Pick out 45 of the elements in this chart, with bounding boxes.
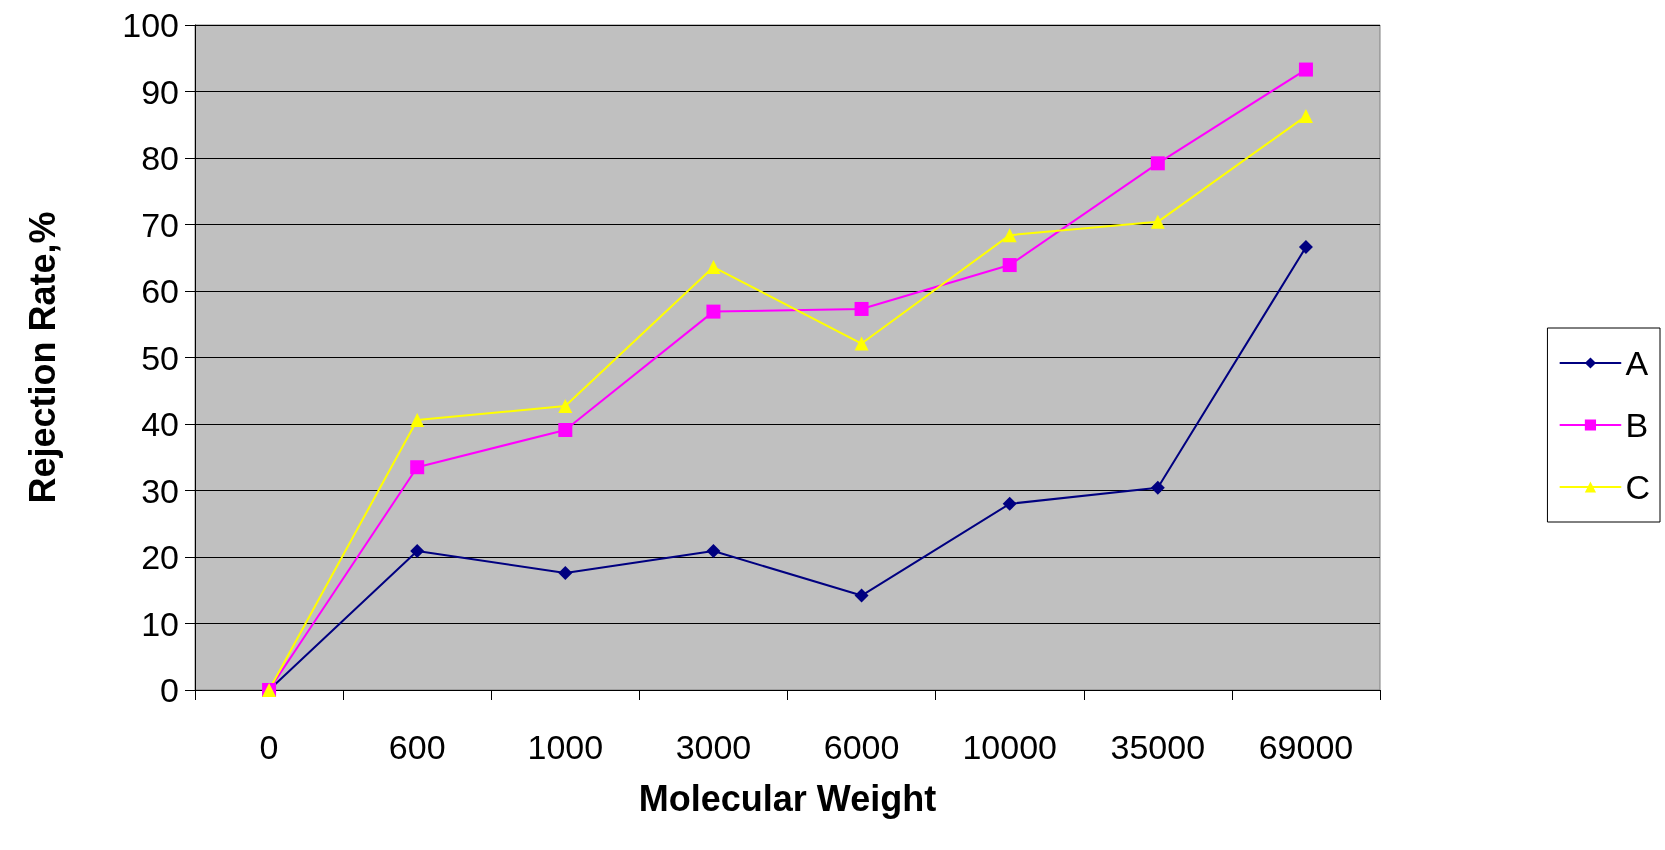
legend-label: C [1625, 468, 1651, 506]
x-tick-label: 10000 [962, 728, 1057, 766]
x-tick-label: 3000 [675, 728, 752, 766]
y-axis-title: Rejection Rate,% [21, 211, 63, 504]
point [706, 260, 721, 275]
x-tick-label: 0 [259, 728, 279, 766]
x-tick-label: 69000 [1258, 728, 1354, 766]
x-axis-title: Molecular Weight [638, 777, 937, 819]
point [1150, 156, 1165, 171]
y-tick-label: 20 [141, 538, 179, 576]
y-tick-label: 70 [141, 205, 179, 244]
legend-label: B [1625, 406, 1649, 444]
point [854, 588, 869, 603]
x-tick-label: 1000 [527, 728, 604, 766]
y-tick-label: 10 [141, 604, 179, 643]
y-tick-label: 60 [141, 272, 179, 310]
point [1298, 240, 1313, 255]
point [706, 304, 721, 319]
y-tick-label: 40 [141, 405, 179, 443]
point [1002, 228, 1017, 243]
point [1298, 62, 1313, 77]
point [1150, 214, 1165, 229]
point [1298, 109, 1313, 124]
y-tick-label: 80 [141, 139, 179, 177]
y-tick-label: 50 [141, 338, 179, 377]
y-tick-label: 100 [122, 6, 179, 44]
point [1002, 258, 1017, 273]
point [558, 565, 573, 580]
y-tick-label: 90 [141, 72, 179, 111]
y-tick-label: 0 [160, 671, 179, 709]
point [410, 460, 425, 475]
point [558, 399, 573, 414]
x-tick-label: 600 [388, 728, 446, 766]
point [410, 413, 425, 428]
x-tick-label: 6000 [823, 728, 900, 766]
legend-label: A [1625, 344, 1649, 382]
point [558, 422, 573, 437]
point [854, 336, 869, 351]
point [410, 544, 425, 559]
x-tick-label: 35000 [1110, 728, 1206, 766]
y-tick-label: 30 [141, 471, 179, 510]
point [1150, 480, 1165, 495]
point [1002, 496, 1017, 511]
point [706, 544, 721, 559]
point [854, 301, 869, 316]
